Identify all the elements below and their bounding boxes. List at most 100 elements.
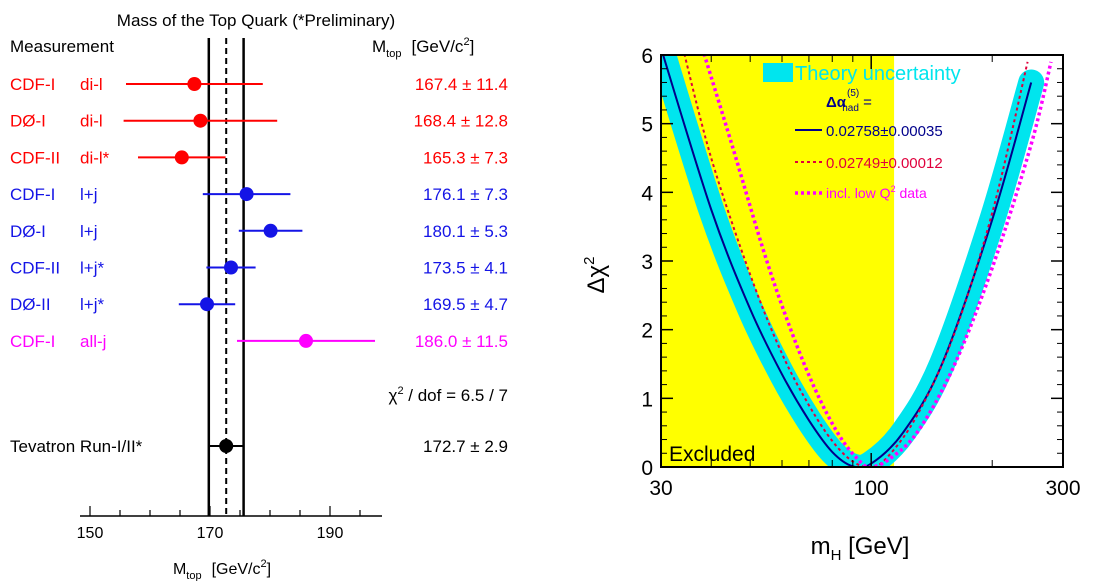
y-tick-label: 1	[641, 388, 653, 411]
legend-theory-label: Theory uncertainty	[795, 63, 961, 85]
x-axis-label-unit-end: ]	[267, 561, 271, 578]
mtop-header-unit: [GeV/c	[411, 37, 463, 56]
x-tick-label: 300	[1045, 477, 1080, 500]
x-axis-label-unit: [GeV/c	[212, 561, 261, 578]
measurement-row: CDF-I l+j 176.1 ± 7.3	[10, 185, 508, 204]
x-axis-label-sub: top	[186, 570, 201, 581]
experiment-label: DØ-I	[10, 222, 46, 241]
x-axis-label-sub: H	[831, 547, 842, 564]
measurement-row: CDF-I all-j 186.0 ± 11.5	[10, 332, 508, 351]
y-tick-label: 3	[641, 251, 653, 274]
legend-alpha-sub: had	[842, 103, 859, 114]
legend-alpha-main: Δα	[826, 94, 847, 111]
y-axis-label-sup: 2	[581, 257, 598, 265]
legend-entry-2: 0.02749±0.00012	[826, 155, 943, 172]
y-tick-label: 0	[641, 457, 653, 480]
mtop-header-unit-end: ]	[470, 37, 475, 56]
data-point	[224, 260, 238, 275]
chart-title: Mass of the Top Quark (*Preliminary)	[117, 11, 395, 30]
measurement-rows: CDF-I di-l 167.4 ± 11.4 DØ-I di-l 168.4 ± 12.…	[10, 75, 508, 456]
combined-label: Tevatron Run-I/II*	[10, 437, 143, 456]
experiment-label: CDF-I	[10, 75, 55, 94]
combined-row: Tevatron Run-I/II* 172.7 ± 2.9	[10, 437, 508, 456]
data-point	[193, 113, 208, 128]
value-label: 168.4 ± 12.8	[414, 112, 508, 131]
top-mass-chart: Mass of the Top Quark (*Preliminary) Mea…	[10, 11, 508, 581]
x-tick-label: 30	[649, 477, 672, 500]
series-line-dotted-thick	[702, 55, 1053, 467]
measurement-row: DØ-II l+j* 169.5 ± 4.7	[10, 295, 508, 314]
x-tick-label: 170	[197, 525, 224, 542]
measurement-row: CDF-II di-l* 165.3 ± 7.3	[10, 148, 508, 167]
legend-alpha-sup: (5)	[847, 88, 859, 99]
axes: 0 1 2 3 4 5 6 30 100 300	[641, 45, 1080, 500]
y-tick-label: 5	[641, 114, 653, 137]
value-label: 169.5 ± 4.7	[423, 295, 508, 314]
legend-alpha-rest: =	[859, 94, 872, 111]
data-point	[200, 297, 214, 312]
y-axis-label: Δχ2	[581, 257, 610, 294]
x-axis-label: Mtop [GeV/c2]	[173, 558, 271, 581]
mtop-header-main: M	[372, 37, 386, 56]
measurement-row: CDF-II l+j* 173.5 ± 4.1	[10, 259, 508, 278]
x-axis: 150 170 190	[77, 506, 382, 542]
chi2-rest: / dof = 6.5 / 7	[404, 386, 508, 405]
x-tick-label: 100	[854, 477, 889, 500]
legend-entry-1: 0.02758±0.00035	[826, 123, 943, 140]
measurement-row: DØ-I di-l 168.4 ± 12.8	[10, 112, 508, 131]
y-tick-label: 6	[641, 45, 653, 68]
mtop-header-unit-sup: 2	[463, 36, 469, 48]
value-label: 173.5 ± 4.1	[423, 259, 508, 278]
chi2-label: χ2 / dof = 6.5 / 7	[389, 385, 509, 405]
measurement-row: CDF-I di-l 167.4 ± 11.4	[10, 75, 508, 94]
value-label: 165.3 ± 7.3	[423, 148, 508, 167]
chi2-sup: 2	[397, 385, 403, 397]
data-point	[299, 333, 313, 348]
y-axis-label-main: Δχ	[583, 264, 610, 293]
x-tick-label: 150	[77, 525, 104, 542]
mtop-header-sub: top	[386, 48, 401, 60]
excluded-region	[661, 55, 895, 467]
channel-label: l+j*	[80, 259, 104, 278]
legend: Theory uncertainty Δα(5) had = 0.02758±0.…	[763, 63, 961, 201]
data-point	[174, 150, 189, 165]
channel-label: l+j	[80, 222, 97, 241]
legend-alpha-title: Δα(5) had =	[826, 88, 872, 114]
channel-label: l+j	[80, 185, 97, 204]
series-line-solid	[662, 55, 1033, 467]
plot-area	[661, 55, 1053, 467]
data-point	[187, 77, 202, 91]
channel-label: all-j	[80, 332, 106, 351]
x-axis-label-main: M	[173, 561, 186, 578]
excluded-label: Excluded	[669, 443, 755, 466]
legend-entry-3: incl. low Q2 data	[826, 184, 927, 201]
y-tick-label: 2	[641, 320, 653, 343]
value-label: 180.1 ± 5.3	[423, 222, 508, 241]
experiment-label: CDF-I	[10, 332, 55, 351]
legend-entry-3-rest: data	[896, 185, 927, 201]
x-tick-label: 190	[317, 525, 344, 542]
value-label: 176.1 ± 7.3	[423, 185, 508, 204]
x-axis-label-unit-sup: 2	[260, 558, 266, 570]
data-point	[263, 223, 278, 238]
y-tick-label: 4	[641, 182, 653, 205]
experiment-label: CDF-II	[10, 148, 60, 167]
data-point	[239, 187, 254, 202]
x-axis-label-rest: [GeV]	[841, 533, 909, 560]
chi2-symbol: χ	[389, 386, 398, 405]
combined-band	[207, 38, 245, 516]
experiment-label: DØ-II	[10, 295, 51, 314]
value-label: 167.4 ± 11.4	[415, 75, 508, 94]
combined-point	[219, 439, 234, 453]
legend-theory-swatch	[763, 63, 793, 82]
channel-label: l+j*	[80, 295, 104, 314]
combined-value-label: 172.7 ± 2.9	[423, 437, 508, 456]
x-axis-label-main: m	[811, 533, 831, 560]
channel-label: di-l*	[80, 148, 110, 167]
higgs-chi2-chart: Excluded Theory uncertainty Δα(5) had = 0…	[581, 45, 1081, 564]
experiment-label: DØ-I	[10, 112, 46, 131]
mtop-header: Mtop [GeV/c2]	[372, 36, 474, 60]
x-axis-label: mH [GeV]	[811, 533, 910, 564]
legend-entry-3-sup: 2	[891, 184, 896, 194]
